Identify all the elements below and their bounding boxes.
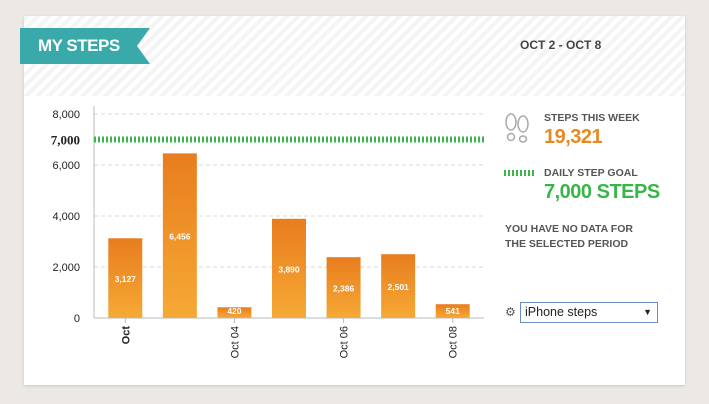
y-tick-label: 2,000 [52,262,80,274]
bar-value-label: 2,501 [388,282,410,292]
bar [435,304,470,318]
bar-value-label: 6,456 [169,232,191,242]
no-data-line-1: YOU HAVE NO DATA FOR [505,223,633,235]
y-tick-label: 6,000 [52,160,80,172]
date-range: OCT 2 - OCT 8 [520,38,602,52]
bar [326,257,361,318]
y-tick-label: 8,000 [52,109,80,121]
bar-value-label: 2,386 [333,284,355,294]
x-tick-label: Oct 06 [339,326,351,358]
goal-label: 7,000 [51,133,80,148]
step-source-select[interactable]: iPhone steps ▼ [520,302,658,323]
daily-goal-label: DAILY STEP GOAL [544,167,638,179]
bar-value-label: 3,890 [278,264,300,274]
chevron-down-icon: ▼ [643,307,652,317]
bar [217,307,252,318]
steps-this-week-label: STEPS THIS WEEK [544,112,640,124]
x-tick-label: Oct [120,326,132,345]
x-tick-label: Oct 08 [448,326,460,358]
y-tick-label: 0 [74,313,80,325]
daily-goal-value: 7,000 STEPS [544,181,660,203]
bar [272,218,306,318]
card-header: MY STEPS OCT 2 - OCT 8 [20,16,685,96]
bar [381,254,416,318]
x-tick-label: Oct 04 [229,326,241,358]
no-data-message: YOU HAVE NO DATA FOR THE SELECTED PERIOD [505,222,655,252]
steps-this-week-value: 19,321 [544,126,603,148]
y-tick-label: 4,000 [52,211,80,223]
bar [162,153,197,318]
dotted-line-icon [504,170,536,176]
bar-value-label: 420 [227,306,241,316]
page-title: MY STEPS [20,28,150,64]
steps-bar-chart: 0 2,000 4,000 6,000 8,000 3,127 Oct 6,456 420 Oct… [51,106,484,358]
bar [108,238,143,318]
bar-value-label: 3,127 [115,274,137,284]
no-data-line-2: THE SELECTED PERIOD [505,238,629,250]
steps-card: MY STEPS OCT 2 - OCT 8 0 2,000 4,000 6,000 8… [20,16,685,385]
footprints-icon [505,113,529,143]
step-source-value: iPhone steps [525,305,598,319]
gear-icon[interactable]: ⚙ [505,305,516,319]
bar-value-label: 541 [446,306,460,316]
